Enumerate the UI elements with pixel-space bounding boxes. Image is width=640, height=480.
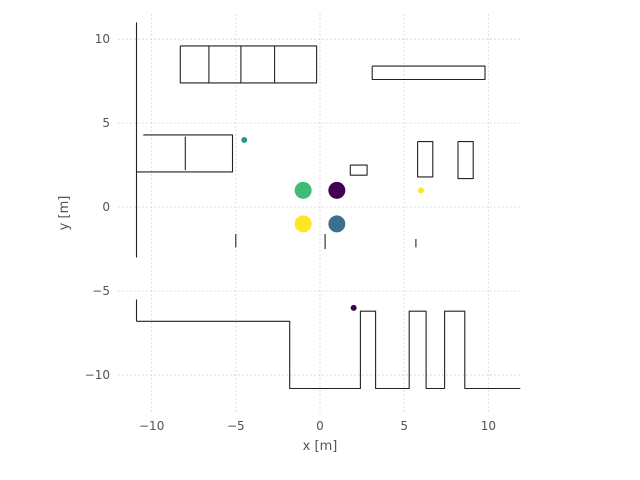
x-tick-label: −5	[227, 419, 245, 433]
data-point-1	[328, 181, 346, 199]
wall-top-right-bench	[371, 65, 486, 81]
data-point-6	[350, 304, 357, 311]
y-tick-label: 10	[95, 32, 110, 46]
data-point-0	[294, 181, 312, 199]
data-point-4	[241, 136, 248, 143]
data-point-2	[294, 215, 312, 233]
y-tick-label: 5	[102, 116, 110, 130]
wall-right-pillar-1	[417, 141, 434, 178]
wall-left-room	[136, 134, 234, 173]
x-tick-label: 10	[481, 419, 496, 433]
x-tick-label: 5	[400, 419, 408, 433]
y-axis-label: y [m]	[57, 196, 72, 231]
y-tick-label: −10	[85, 368, 110, 382]
wall-top-row-blocks	[179, 45, 318, 84]
wall-lower-corridor	[136, 310, 521, 390]
y-tick-label: −5	[92, 284, 110, 298]
wall-right-pillar-2	[457, 141, 474, 180]
data-points	[241, 136, 424, 311]
grid	[118, 14, 522, 412]
x-tick-label: 0	[316, 419, 324, 433]
map-walls	[135, 22, 521, 390]
x-axis-label: x [m]	[303, 439, 338, 454]
tick-labels: −10 −5 0 5 10 −10 −5 0 5 10	[85, 32, 496, 433]
wall-small-box	[349, 164, 368, 176]
data-point-5	[418, 187, 424, 194]
y-tick-label: 0	[102, 200, 110, 214]
data-point-3	[328, 215, 346, 233]
x-tick-label: −10	[139, 419, 164, 433]
